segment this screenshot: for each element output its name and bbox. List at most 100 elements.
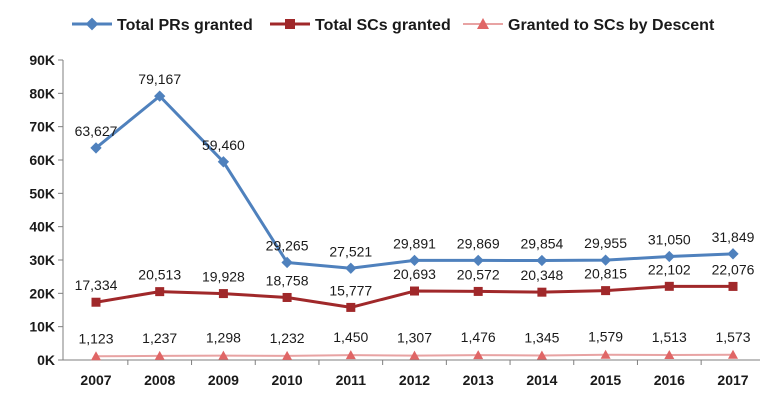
y-tick-label: 30K: [29, 252, 55, 268]
data-label: 15,777: [329, 282, 372, 298]
data-label: 19,928: [202, 269, 245, 285]
data-label: 29,854: [520, 235, 563, 251]
data-label: 1,476: [461, 329, 496, 345]
y-tick-label: 60K: [29, 152, 55, 168]
y-tick-label: 40K: [29, 219, 55, 235]
square-marker-icon: [285, 19, 295, 29]
data-label: 20,513: [138, 267, 181, 283]
data-point: [155, 287, 165, 297]
data-label: 1,345: [524, 330, 559, 346]
y-tick-label: 80K: [29, 85, 55, 101]
data-label: 29,265: [266, 237, 309, 253]
triangle-marker-icon: [477, 18, 489, 29]
data-point: [728, 349, 738, 359]
axes: 0K 10K 20K 30K 40K 50K 60K 70K 80K 90K 2007 2008 200…: [29, 52, 760, 388]
x-tick-label: 2016: [654, 372, 685, 388]
legend-label-scs: Total SCs granted: [315, 17, 451, 34]
data-label: 31,849: [712, 229, 755, 245]
data-label: 29,955: [584, 235, 627, 251]
data-label: 63,627: [75, 123, 118, 139]
data-label: 20,815: [584, 266, 627, 282]
data-point: [600, 349, 611, 359]
data-label: 1,573: [715, 329, 750, 345]
legend-item-scs: Total SCs granted: [270, 17, 451, 34]
x-tick-label: 2008: [144, 372, 175, 388]
data-point: [473, 350, 484, 360]
series-scs: 17,334 20,513 19,928 18,758 15,777 20,693 20,5…: [75, 261, 755, 312]
data-point: [281, 256, 293, 269]
data-point: [409, 350, 420, 360]
data-point: [346, 302, 356, 312]
x-tick-label: 2015: [590, 372, 621, 388]
x-tick-label: 2011: [336, 372, 367, 388]
series-descent: 1,123 1,237 1,298 1,232 1,450 1,307 1,476 1,345…: [78, 329, 751, 361]
data-point: [536, 254, 548, 267]
data-label: 1,237: [142, 330, 177, 346]
data-label: 1,123: [78, 330, 113, 346]
x-tick-label: 2012: [399, 372, 430, 388]
legend: Total PRs granted Total SCs granted Gran…: [72, 17, 715, 34]
data-label: 22,076: [712, 261, 755, 277]
legend-item-descent: Granted to SCs by Descent: [463, 17, 715, 34]
data-point: [663, 250, 675, 263]
data-point: [536, 350, 547, 360]
data-label: 17,334: [75, 277, 118, 293]
data-label: 18,758: [266, 272, 309, 288]
x-tick-label: 2013: [463, 372, 494, 388]
legend-label-prs: Total PRs granted: [117, 17, 253, 34]
data-label: 29,869: [457, 235, 500, 251]
x-tick-label: 2014: [526, 372, 557, 388]
data-label: 29,891: [393, 235, 436, 251]
data-point: [91, 351, 101, 361]
legend-label-descent: Granted to SCs by Descent: [508, 17, 715, 34]
diamond-marker-icon: [85, 17, 99, 31]
data-point: [218, 289, 228, 299]
data-point: [537, 287, 547, 297]
data-point: [410, 286, 419, 296]
data-label: 1,298: [206, 330, 241, 346]
y-tick-label: 70K: [29, 119, 55, 135]
data-label: 31,050: [648, 232, 691, 248]
data-point: [728, 281, 738, 291]
x-tick-label: 2010: [272, 372, 303, 388]
data-point: [664, 281, 674, 291]
y-tick-label: 10K: [29, 319, 55, 335]
series-prs: 63,627 79,167 59,460 29,265 27,521 29,891 29,8…: [75, 71, 755, 274]
data-point: [472, 254, 484, 267]
y-tick-label: 20K: [29, 285, 55, 301]
data-point: [345, 350, 356, 360]
data-label: 1,513: [652, 329, 687, 345]
data-point: [599, 254, 612, 266]
data-point: [217, 156, 230, 168]
data-point: [218, 350, 229, 360]
data-label: 79,167: [138, 71, 181, 87]
data-label: 1,232: [270, 330, 305, 346]
data-point: [473, 286, 483, 296]
legend-item-prs: Total PRs granted: [72, 17, 253, 34]
data-label: 22,102: [648, 261, 691, 277]
data-point: [408, 254, 421, 267]
data-label: 20,348: [520, 267, 563, 283]
plot-area: 63,627 79,167 59,460 29,265 27,521 29,891 29,8…: [75, 71, 755, 361]
data-point: [154, 350, 165, 360]
data-label: 1,307: [397, 330, 432, 346]
data-point: [282, 292, 292, 302]
y-tick-label: 50K: [29, 185, 55, 201]
data-label: 1,579: [588, 329, 623, 345]
data-label: 20,572: [457, 266, 500, 282]
data-label: 20,693: [393, 266, 436, 282]
data-point: [727, 248, 739, 260]
y-tick-label: 90K: [29, 52, 55, 68]
data-point: [601, 286, 611, 296]
x-tick-label: 2009: [208, 372, 239, 388]
y-tick-label: 0K: [37, 352, 55, 368]
data-label: 59,460: [202, 137, 245, 153]
data-label: 27,521: [329, 243, 372, 259]
data-point: [664, 349, 675, 359]
data-point: [345, 262, 357, 274]
x-tick-label: 2017: [717, 372, 748, 388]
data-point: [282, 350, 293, 360]
data-label: 1,450: [333, 329, 368, 345]
data-point: [91, 297, 101, 307]
